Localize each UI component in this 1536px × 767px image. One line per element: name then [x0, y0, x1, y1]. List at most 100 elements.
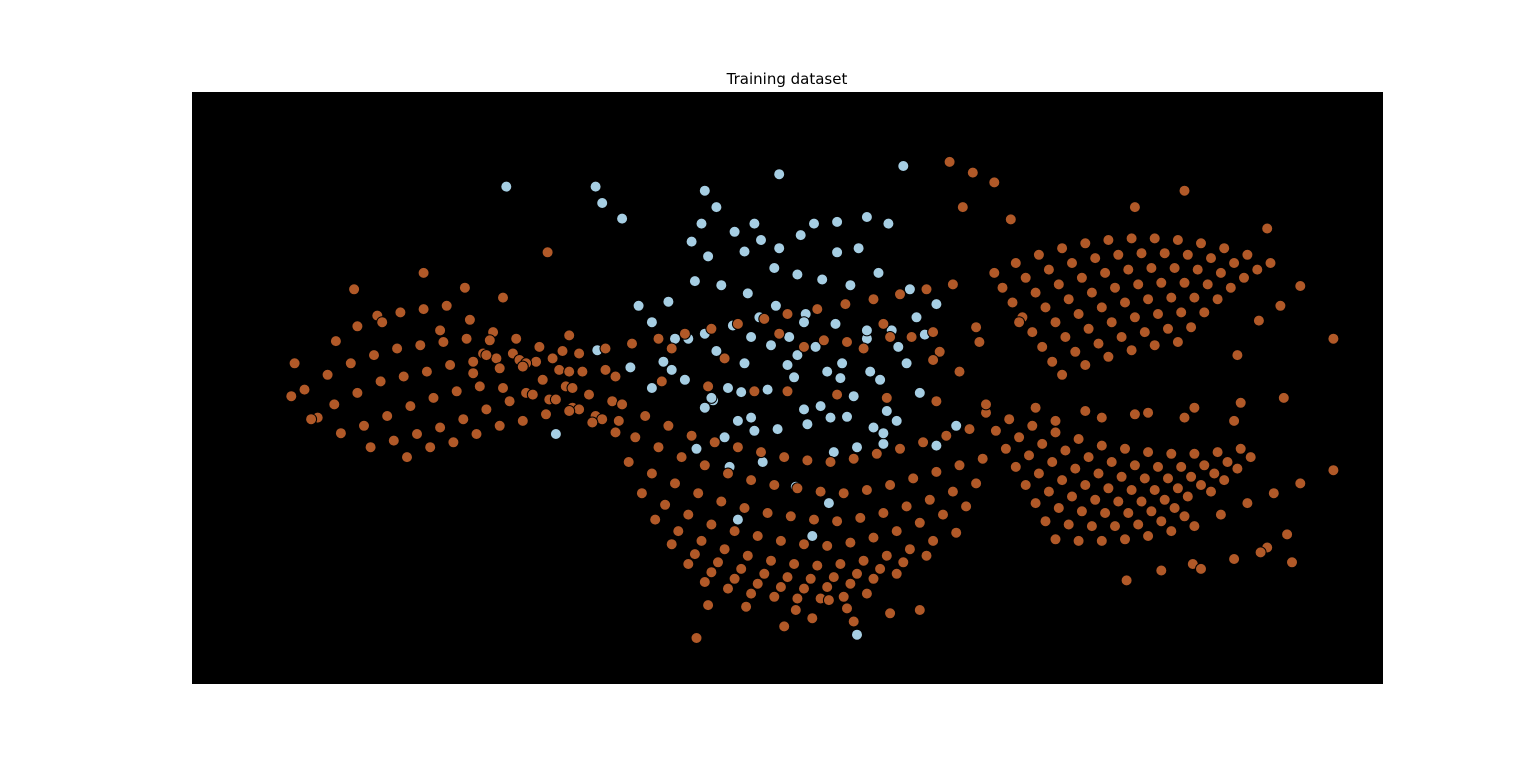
data-point — [831, 246, 844, 259]
data-point — [718, 543, 731, 556]
data-point — [1231, 349, 1244, 362]
data-point — [576, 365, 589, 378]
data-point — [1145, 505, 1158, 518]
data-point — [609, 370, 622, 383]
data-point — [655, 375, 668, 388]
data-point — [424, 441, 437, 454]
data-point — [768, 262, 781, 274]
data-point — [814, 400, 827, 413]
data-point — [639, 410, 652, 422]
data-point — [722, 582, 734, 595]
data-point — [1092, 337, 1105, 350]
data-point — [1079, 479, 1092, 491]
data-point — [1006, 296, 1019, 309]
data-point — [771, 423, 784, 436]
data-point — [963, 423, 976, 436]
data-point — [364, 441, 377, 454]
data-point — [801, 418, 814, 431]
data-point — [956, 201, 969, 214]
data-point — [1198, 306, 1211, 319]
data-point — [890, 567, 903, 580]
data-point — [1009, 460, 1022, 473]
data-point — [1029, 286, 1042, 299]
data-point — [1188, 291, 1201, 304]
data-point — [900, 357, 913, 370]
data-point — [1128, 459, 1141, 472]
data-point — [1089, 252, 1102, 265]
data-point — [877, 427, 890, 440]
data-point — [1023, 449, 1035, 462]
data-point — [1135, 247, 1148, 260]
data-point — [940, 429, 953, 442]
data-point — [1049, 414, 1062, 427]
data-point — [612, 414, 625, 427]
data-point — [695, 217, 708, 230]
points-layer — [285, 155, 1340, 644]
data-point — [1148, 484, 1161, 496]
data-point — [710, 201, 723, 214]
data-point — [1095, 439, 1108, 452]
data-point — [784, 510, 797, 523]
data-point — [401, 451, 413, 464]
data-point — [740, 600, 753, 613]
data-point — [837, 590, 850, 603]
data-point — [645, 467, 658, 480]
data-point — [1251, 263, 1264, 276]
data-point — [1294, 477, 1307, 490]
data-point — [741, 549, 754, 562]
data-point — [1119, 533, 1131, 546]
data-point — [688, 548, 701, 561]
data-point — [903, 543, 916, 556]
data-point — [1132, 518, 1145, 531]
data-point — [675, 451, 688, 464]
data-point — [930, 465, 943, 478]
data-point — [682, 508, 695, 521]
data-point — [1082, 451, 1095, 464]
data-point — [989, 424, 1002, 437]
data-point — [645, 382, 658, 394]
data-point — [824, 456, 837, 468]
data-point — [434, 421, 447, 434]
data-point — [1105, 456, 1118, 468]
data-point — [1013, 431, 1026, 444]
data-point — [563, 329, 576, 342]
data-point — [368, 349, 380, 362]
data-point — [533, 340, 546, 353]
data-point — [1142, 406, 1155, 419]
data-point — [500, 180, 513, 193]
data-point — [913, 386, 926, 399]
data-point — [652, 441, 665, 454]
data-point — [698, 459, 711, 472]
data-point — [791, 268, 804, 281]
data-point — [827, 446, 840, 459]
data-point — [692, 487, 705, 500]
data-point — [774, 534, 787, 547]
data-point — [450, 385, 463, 398]
data-point — [801, 454, 814, 467]
data-point — [973, 336, 986, 348]
data-point — [755, 234, 767, 246]
data-point — [1056, 368, 1069, 381]
data-point — [890, 414, 903, 427]
data-point — [480, 349, 493, 362]
series-0 — [500, 160, 963, 641]
data-point — [1224, 281, 1237, 294]
data-point — [1185, 321, 1198, 334]
data-point — [573, 403, 586, 416]
data-point — [1109, 520, 1121, 533]
data-point — [976, 452, 989, 465]
data-point — [1264, 257, 1277, 269]
chart-title: Training dataset — [726, 70, 848, 88]
data-point — [1079, 359, 1092, 371]
data-point — [1162, 472, 1174, 485]
data-point — [460, 332, 473, 345]
data-point — [980, 398, 992, 411]
data-point — [822, 594, 835, 607]
data-point — [880, 391, 893, 404]
data-point — [718, 431, 731, 444]
data-point — [1286, 556, 1298, 569]
data-point — [821, 365, 834, 378]
data-point — [950, 419, 963, 432]
data-point — [702, 250, 715, 263]
data-point — [288, 357, 301, 370]
